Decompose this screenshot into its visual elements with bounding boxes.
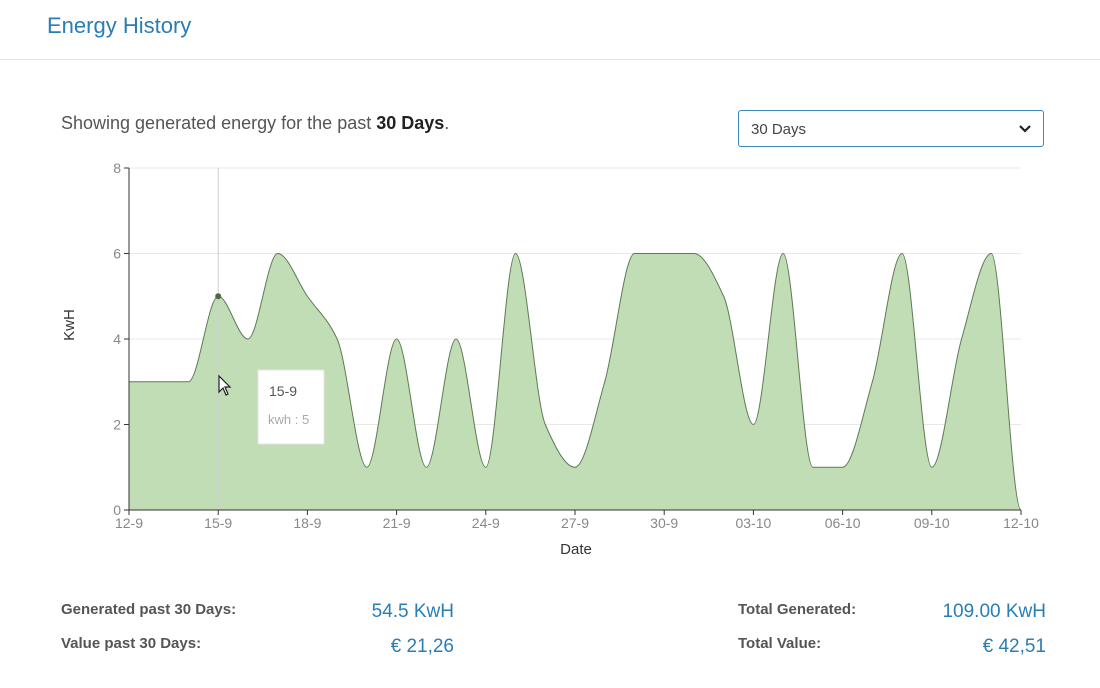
energy-area xyxy=(128,252,1022,511)
generated-period-value: 54.5 KwH xyxy=(371,601,454,622)
total-value-label: Total Value: xyxy=(738,635,822,652)
generated-period-label: Generated past 30 Days: xyxy=(61,601,237,618)
summary-period: 30 Days xyxy=(376,113,445,133)
total-value-value: € 42,51 xyxy=(982,636,1046,657)
cursor-icon xyxy=(218,374,232,396)
tooltip-date: 15-9 xyxy=(269,383,297,399)
x-tick-label: 15-9 xyxy=(204,515,232,531)
tooltip-box xyxy=(257,369,325,445)
tooltip: 15-9 kwh : 5 xyxy=(257,369,325,445)
chevron-down-icon xyxy=(1019,125,1031,133)
y-tick-label: 2 xyxy=(113,417,121,433)
x-tick-label: 24-9 xyxy=(472,515,500,531)
summary-suffix: . xyxy=(444,113,450,133)
value-period-value: € 21,26 xyxy=(390,636,454,657)
x-tick-label: 06-10 xyxy=(825,515,861,531)
highlight-point xyxy=(215,293,222,300)
energy-chart: 0 2 4 6 8 12-9 15-9 18-9 21-9 24-9 27-9 30-9 03-10 0… xyxy=(61,160,1039,558)
y-tick-label: 4 xyxy=(113,331,121,347)
page-header: Energy History xyxy=(0,0,1100,60)
y-ticks: 0 2 4 6 8 xyxy=(113,160,129,518)
y-tick-label: 8 xyxy=(113,160,121,176)
y-tick-label: 6 xyxy=(113,246,121,262)
x-tick-label: 12-9 xyxy=(115,515,143,531)
x-ticks: 12-9 15-9 18-9 21-9 24-9 27-9 30-9 03-10 06-10 09… xyxy=(115,510,1039,531)
x-tick-label: 12-10 xyxy=(1003,515,1039,531)
period-select-value: 30 Days xyxy=(751,121,807,138)
total-generated-value: 109.00 KwH xyxy=(942,601,1046,622)
x-tick-label: 09-10 xyxy=(914,515,950,531)
x-tick-label: 03-10 xyxy=(735,515,771,531)
y-axis-label: KwH xyxy=(61,309,78,341)
period-summary: Showing generated energy for the past 30… xyxy=(61,113,449,134)
total-generated-label: Total Generated: xyxy=(738,601,857,618)
y-tick-label: 0 xyxy=(113,502,121,518)
x-tick-label: 30-9 xyxy=(650,515,678,531)
x-tick-label: 27-9 xyxy=(561,515,589,531)
value-period-label: Value past 30 Days: xyxy=(61,635,202,652)
period-select[interactable]: 30 Days xyxy=(738,110,1044,147)
page-title: Energy History xyxy=(47,13,192,38)
x-axis-label: Date xyxy=(560,541,592,558)
summary-prefix: Showing generated energy for the past xyxy=(61,113,377,133)
x-tick-label: 18-9 xyxy=(293,515,321,531)
x-tick-label: 21-9 xyxy=(383,515,411,531)
tooltip-value: kwh : 5 xyxy=(268,412,309,427)
